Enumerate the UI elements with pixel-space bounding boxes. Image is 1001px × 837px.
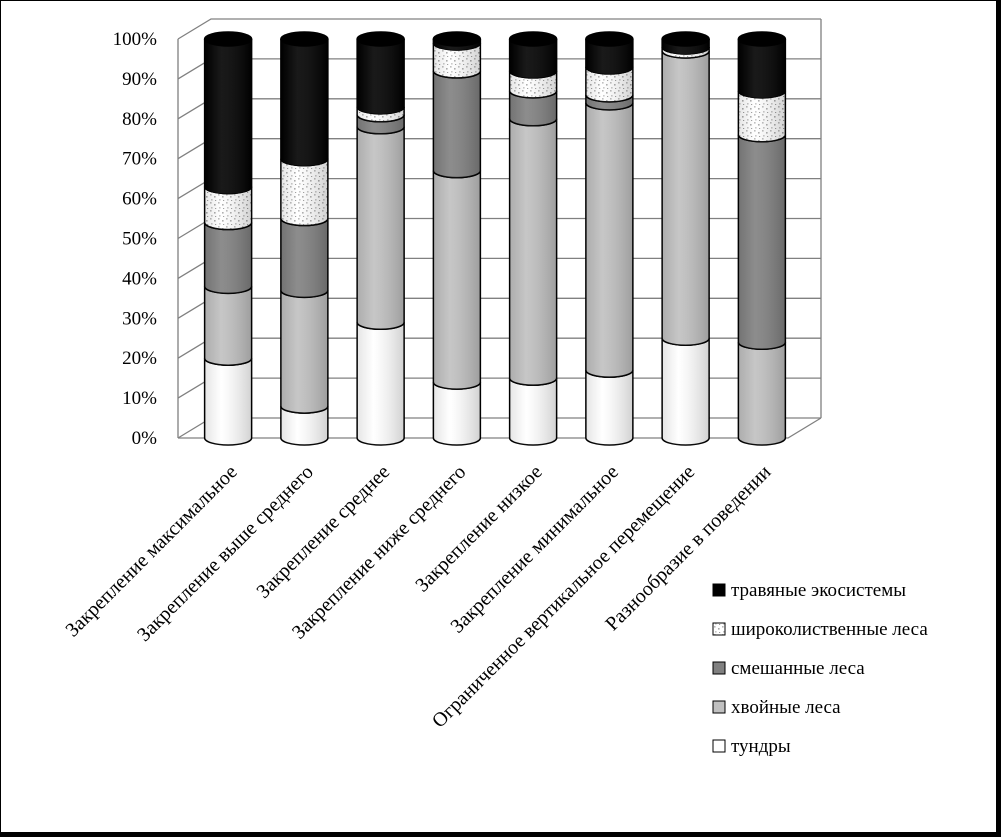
legend-swatch <box>712 661 726 675</box>
gridline <box>177 177 821 200</box>
bar-segment-shade <box>357 126 405 330</box>
legend-swatch <box>712 622 726 636</box>
bar-stack <box>661 31 710 446</box>
bar-segment-shade <box>509 39 557 78</box>
bar-segment-shade <box>280 290 328 414</box>
bar-top-cap <box>585 31 634 47</box>
bar-segment-shade <box>509 90 557 126</box>
legend-swatch <box>712 739 726 753</box>
bar-segment-shade <box>204 358 252 445</box>
bar-top-cap <box>203 31 253 47</box>
bar-stack <box>432 31 482 446</box>
bar-top-cap <box>661 31 710 47</box>
bar-segment-shade <box>738 39 786 98</box>
bar-segment-shade <box>738 342 786 445</box>
bar-segment-shade <box>204 222 252 294</box>
legend-label: хвойные леса <box>731 697 841 718</box>
y-tick-label: 10% <box>122 388 157 409</box>
bar-top-cap <box>356 31 405 47</box>
legend-label: травяные экосистемы <box>731 580 906 601</box>
gridline <box>177 377 821 399</box>
gridline <box>177 98 821 120</box>
floor-edge <box>178 417 822 439</box>
bar-segment-shade <box>585 66 633 102</box>
bar-segment-shade <box>280 39 328 166</box>
bar-top-cap <box>508 31 558 47</box>
bar-stack <box>356 31 405 446</box>
bar-segment-shade <box>662 338 710 445</box>
legend-item: тундры <box>712 736 791 757</box>
bar-segment-shade <box>433 382 481 445</box>
legend-item: травяные экосистемы <box>712 580 906 601</box>
bar-segment-shade <box>357 322 405 445</box>
legend: травяные экосистемы широколиственные леса… <box>712 580 928 757</box>
legend-swatch <box>712 700 726 714</box>
bar-segment-shade <box>357 114 405 134</box>
x-category-label: Ограниченное вертикальное перемещение <box>428 461 699 732</box>
y-tick-label: 90% <box>122 69 157 90</box>
bar-segment-shade <box>204 39 252 194</box>
bar-segment-shade <box>738 134 786 350</box>
bar-top-cap <box>280 31 329 47</box>
bar-segment-shade <box>204 186 252 230</box>
gridline <box>177 297 821 319</box>
legend-label: смешанные леса <box>731 658 865 679</box>
bar-segment-shade <box>433 42 481 78</box>
bar-segment-shade <box>204 286 252 366</box>
y-tick-label: 80% <box>122 109 157 130</box>
gridline <box>177 138 821 160</box>
y-tick-label: 40% <box>122 268 157 289</box>
bar-top-cap <box>737 31 787 47</box>
x-category-label: Закрепление среднее <box>252 461 394 603</box>
bar-segment-shade <box>509 118 557 386</box>
y-tick-label: 30% <box>122 308 157 329</box>
y-tick-label: 50% <box>122 229 157 250</box>
bar-segment-shade <box>280 406 328 445</box>
bar-segment-shade <box>433 170 481 390</box>
legend-label: широколиственные леса <box>731 619 928 640</box>
legend-item: хвойные леса <box>712 697 841 718</box>
bar-segment-shade <box>585 370 633 445</box>
bar-stack <box>508 31 558 446</box>
grid <box>177 18 822 439</box>
bar-segment-shade <box>662 50 710 346</box>
gridline <box>177 217 821 240</box>
bar-segment-shade <box>509 378 557 445</box>
legend-item: широколиственные леса <box>712 619 928 640</box>
bar-segment-shade <box>280 218 328 298</box>
bars <box>203 31 787 446</box>
gridline <box>177 417 821 439</box>
bar-segment-shade <box>280 158 328 226</box>
bar-segment-shade <box>357 39 405 114</box>
bar-stack <box>585 31 634 446</box>
y-tick-label: 20% <box>122 348 157 369</box>
legend-swatch <box>712 583 726 597</box>
bar-segment-shade <box>585 102 633 378</box>
y-tick-label: 0% <box>132 428 158 449</box>
legend-label: тундры <box>731 736 791 757</box>
y-axis-ticks: 0% 10% 20% 30% 40% 50% 60% 70% 80% 90% 100% <box>113 29 158 449</box>
bar-top-cap <box>432 31 482 47</box>
gridline <box>177 18 821 40</box>
gridline <box>177 58 821 80</box>
gridline <box>177 337 821 359</box>
legend-item: смешанные леса <box>712 658 865 679</box>
bar-segment-shade <box>433 39 481 50</box>
y-tick-label: 100% <box>113 29 158 50</box>
bar-segment-shade <box>738 90 786 142</box>
bar-segment-shade <box>662 46 710 58</box>
bar-segment-shade <box>585 39 633 74</box>
bar-stack <box>203 31 253 446</box>
bar-segment-shade <box>433 70 481 178</box>
bar-stack <box>737 31 787 446</box>
gridline <box>177 257 821 279</box>
y-tick-label: 60% <box>122 189 157 210</box>
bar-stack <box>280 31 329 446</box>
x-category-label: Закрепление низкое <box>411 461 546 596</box>
y-tick-label: 70% <box>122 149 157 170</box>
